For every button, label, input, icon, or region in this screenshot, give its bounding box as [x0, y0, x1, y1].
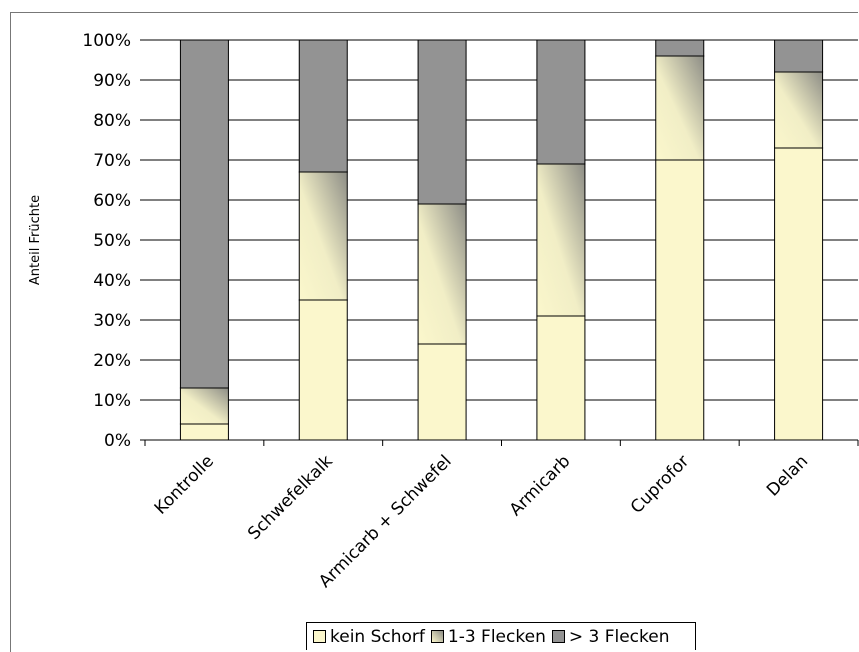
chart-frame: [10, 12, 858, 652]
y-tick-label: 70%: [93, 151, 131, 171]
bar-segment--3-flecken: [536, 39, 586, 165]
y-tick-label: 80%: [93, 111, 131, 131]
bar-segment--3-flecken: [655, 39, 705, 57]
legend-label-kein-schorf: kein Schorf: [330, 626, 425, 647]
legend: kein Schorf 1-3 Flecken > 3 Flecken: [306, 622, 696, 650]
bar-segment-kein-schorf: [655, 159, 705, 441]
legend-label-1-3-flecken: 1-3 Flecken: [447, 626, 546, 647]
bar-segment-1-3-flecken: [774, 71, 824, 149]
bar-segment--3-flecken: [298, 39, 348, 173]
bar-segment--3-flecken: [417, 39, 467, 205]
legend-label-more-than-3-flecken: > 3 Flecken: [568, 626, 670, 647]
y-axis-title: Anteil Früchte: [28, 195, 43, 285]
bar-segment-1-3-flecken: [536, 163, 586, 317]
x-category-label: Armicarb + Schwefel: [315, 451, 455, 591]
legend-swatch-more-than-3-flecken: [551, 630, 565, 643]
bar-segment-kein-schorf: [536, 315, 586, 441]
x-category-label: Armicarb: [506, 451, 575, 520]
legend-item-1-3-flecken: 1-3 Flecken: [430, 626, 546, 647]
y-tick-label: 90%: [93, 71, 131, 91]
legend-swatch-1-3-flecken: [430, 630, 444, 643]
x-category-label: Cuprofor: [627, 451, 693, 517]
bar-segment--3-flecken: [179, 39, 229, 389]
bar-segment--3-flecken: [774, 39, 824, 73]
bar-segment-kein-schorf: [179, 423, 229, 441]
y-tick-label: 50%: [93, 231, 131, 251]
gridlines: [140, 39, 859, 446]
legend-swatch-kein-schorf: [313, 630, 326, 643]
legend-item-kein-schorf: kein Schorf: [313, 627, 425, 647]
y-tick-label: 100%: [82, 31, 131, 51]
x-category-label: Delan: [763, 451, 812, 500]
y-tick-label: 60%: [93, 191, 131, 211]
y-tick-label: 10%: [93, 391, 131, 411]
x-category-label: Schwefelkalk: [244, 451, 337, 544]
bar-segment-kein-schorf: [417, 343, 467, 441]
y-tick-label: 40%: [93, 271, 131, 291]
bars: [179, 39, 824, 441]
y-tick-labels: 0% 10% 20% 30% 40% 50% 60% 70% 80% 90% 100%: [82, 31, 131, 451]
bar-segment-1-3-flecken: [179, 387, 229, 425]
y-tick-label: 0%: [104, 431, 131, 451]
bar-segment-1-3-flecken: [655, 55, 705, 161]
y-tick-label: 30%: [93, 311, 131, 331]
legend-item-more-than-3-flecken: > 3 Flecken: [551, 626, 670, 647]
bar-segment-1-3-flecken: [417, 203, 467, 345]
y-tick-label: 20%: [93, 351, 131, 371]
bar-segment-kein-schorf: [774, 147, 824, 441]
stacked-bar-chart: Anteil Früchte 0% 10% 20% 30% 40% 50% 60% 70% 80…: [28, 31, 859, 592]
bar-segment-1-3-flecken: [298, 171, 348, 301]
bar-segment-kein-schorf: [298, 299, 348, 441]
x-category-label: Kontrolle: [151, 451, 218, 518]
